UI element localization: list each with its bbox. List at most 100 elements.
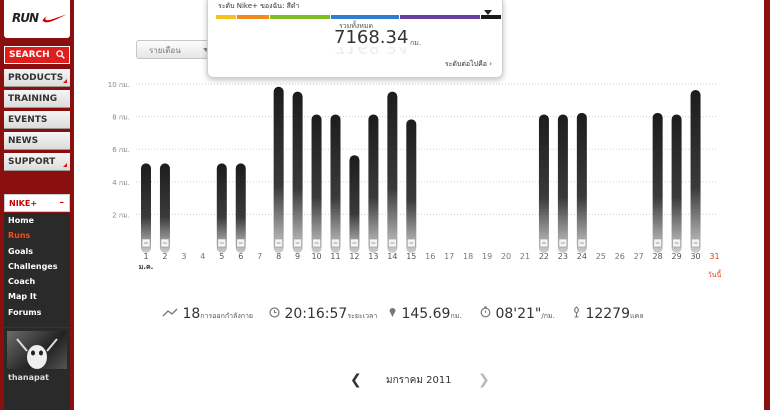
collapse-icon: – bbox=[59, 198, 65, 208]
avatar-image bbox=[16, 338, 58, 369]
time-value: 20:16:57 bbox=[284, 306, 348, 322]
x-tick-label: 15 bbox=[406, 252, 416, 261]
x-tick-label: 28 bbox=[653, 252, 663, 261]
run-bar[interactable] bbox=[387, 91, 398, 253]
total-distance-value: 7168.34 bbox=[334, 27, 409, 48]
x-tick-label: 10 bbox=[311, 252, 321, 261]
avatar[interactable] bbox=[7, 331, 67, 369]
view-period-select[interactable]: รายเดือน bbox=[136, 40, 216, 59]
x-tick-label: 22 bbox=[539, 252, 549, 261]
submenu-item-mapit[interactable]: Map It bbox=[8, 292, 37, 302]
run-bar[interactable] bbox=[159, 163, 170, 253]
nav-news[interactable]: NEWS bbox=[4, 132, 70, 150]
x-tick-label: 31 bbox=[709, 252, 719, 261]
x-tick-label: 24 bbox=[577, 252, 587, 261]
today-label: วันนี้ bbox=[708, 268, 722, 279]
x-tick-label: 18 bbox=[463, 252, 473, 261]
total-distance-reflection: 7168.34 bbox=[334, 47, 408, 57]
submenu-item-home[interactable]: Home bbox=[8, 216, 34, 225]
swoosh-icon bbox=[42, 14, 67, 23]
run-bar[interactable] bbox=[368, 114, 379, 253]
nav-label: PRODUCTS bbox=[8, 73, 64, 83]
run-bar[interactable] bbox=[557, 114, 568, 253]
run-bar[interactable] bbox=[330, 114, 341, 253]
run-bar[interactable] bbox=[406, 119, 417, 253]
next-level-link[interactable]: ระดับต่อไปคือ › bbox=[445, 59, 492, 70]
run-bar[interactable] bbox=[671, 114, 682, 253]
run-bar[interactable] bbox=[652, 112, 663, 253]
runs-value: 18 bbox=[182, 306, 201, 322]
nikeplus-label: NIKE+ bbox=[9, 199, 38, 208]
x-tick-label: 8 bbox=[276, 252, 281, 261]
x-tick-label: 9 bbox=[295, 252, 300, 261]
nav-events[interactable]: EVENTS bbox=[4, 111, 70, 129]
x-tick-label: 4 bbox=[200, 252, 205, 261]
submenu-item-forums[interactable]: Forums bbox=[8, 307, 42, 317]
time-label: ระยะเวลา bbox=[347, 312, 378, 320]
stat-distance: 145.69กม. bbox=[388, 306, 462, 326]
nav-label: EVENTS bbox=[8, 115, 48, 125]
nav-products[interactable]: PRODUCTS bbox=[4, 69, 70, 87]
level-marker-icon bbox=[484, 10, 492, 15]
submenu-item-runs[interactable]: Runs bbox=[8, 231, 31, 241]
username[interactable]: thanapat bbox=[8, 373, 49, 382]
run-bar[interactable] bbox=[235, 163, 246, 253]
total-distance-unit: กม. bbox=[410, 39, 422, 47]
x-tick-label: 21 bbox=[520, 252, 530, 261]
x-tick-label: 27 bbox=[634, 252, 644, 261]
y-tick-label: 8 กม. bbox=[112, 114, 130, 122]
nikeplus-header[interactable]: NIKE+ – bbox=[4, 194, 70, 212]
run-bar[interactable] bbox=[141, 163, 151, 253]
run-bar[interactable] bbox=[690, 90, 701, 253]
search-label: SEARCH bbox=[9, 50, 50, 60]
next-month-button[interactable]: ❯ bbox=[478, 372, 490, 388]
nav-support[interactable]: SUPPORT bbox=[4, 153, 70, 171]
chevron-down-icon bbox=[203, 48, 209, 52]
run-bar[interactable] bbox=[311, 114, 322, 253]
run-bar[interactable] bbox=[273, 86, 284, 254]
run-bar[interactable] bbox=[349, 155, 360, 253]
nike-running-logo[interactable]: RUN bbox=[4, 0, 70, 38]
level-band bbox=[216, 15, 236, 19]
level-band bbox=[481, 15, 501, 19]
y-tick-label: 2 กม. bbox=[112, 211, 130, 219]
calories-icon bbox=[574, 306, 579, 318]
location-pin-icon bbox=[389, 308, 396, 317]
submenu-item-coach[interactable]: Coach bbox=[8, 277, 36, 287]
x-tick-label: 1 bbox=[143, 252, 148, 261]
stat-pace: 08'21"/กม. bbox=[480, 306, 555, 326]
nav-training[interactable]: TRAINING bbox=[4, 90, 70, 108]
level-band bbox=[331, 15, 399, 19]
chart-canvas: 10 กม.8 กม.6 กม.4 กม.2 กม.1 2 3 4 5 6 7 8 9 10 11 1… bbox=[108, 81, 722, 279]
y-tick-label: 6 กม. bbox=[112, 146, 130, 154]
run-bar[interactable] bbox=[538, 114, 549, 253]
stopwatch-icon bbox=[480, 306, 491, 318]
level-label: ระดับ Nike+ ของฉัน: สีดำ bbox=[218, 2, 300, 10]
trend-icon bbox=[162, 308, 178, 317]
prev-month-button[interactable]: ❮ bbox=[350, 372, 362, 388]
distance-label: กม. bbox=[450, 312, 462, 320]
level-band bbox=[270, 15, 330, 19]
next-level-text: ระดับต่อไปคือ bbox=[444, 60, 487, 68]
pace-value: 08'21" bbox=[495, 306, 542, 322]
x-tick-label: 14 bbox=[387, 252, 397, 261]
x-tick-label: 3 bbox=[181, 252, 186, 261]
submenu-item-goals[interactable]: Goals bbox=[8, 246, 33, 256]
x-tick-label: 26 bbox=[615, 252, 625, 261]
x-tick-label: 20 bbox=[501, 252, 511, 261]
nav-label: NEWS bbox=[8, 136, 39, 146]
x-tick-label: 16 bbox=[425, 252, 435, 261]
x-tick-label: 7 bbox=[257, 252, 262, 261]
y-tick-label: 4 กม. bbox=[112, 179, 130, 187]
search-button[interactable]: SEARCH bbox=[4, 46, 70, 64]
x-tick-label: 29 bbox=[672, 252, 682, 261]
run-bar[interactable] bbox=[216, 163, 227, 253]
run-bar[interactable] bbox=[576, 112, 587, 253]
calories-value: 12279 bbox=[585, 306, 630, 322]
run-bar[interactable] bbox=[292, 91, 303, 253]
submenu-item-challenges[interactable]: Challenges bbox=[8, 261, 58, 271]
user-panel: thanapat bbox=[4, 328, 70, 410]
nav-label: TRAINING bbox=[8, 94, 58, 104]
x-tick-label: 2 bbox=[162, 252, 167, 261]
level-band bbox=[400, 15, 480, 19]
